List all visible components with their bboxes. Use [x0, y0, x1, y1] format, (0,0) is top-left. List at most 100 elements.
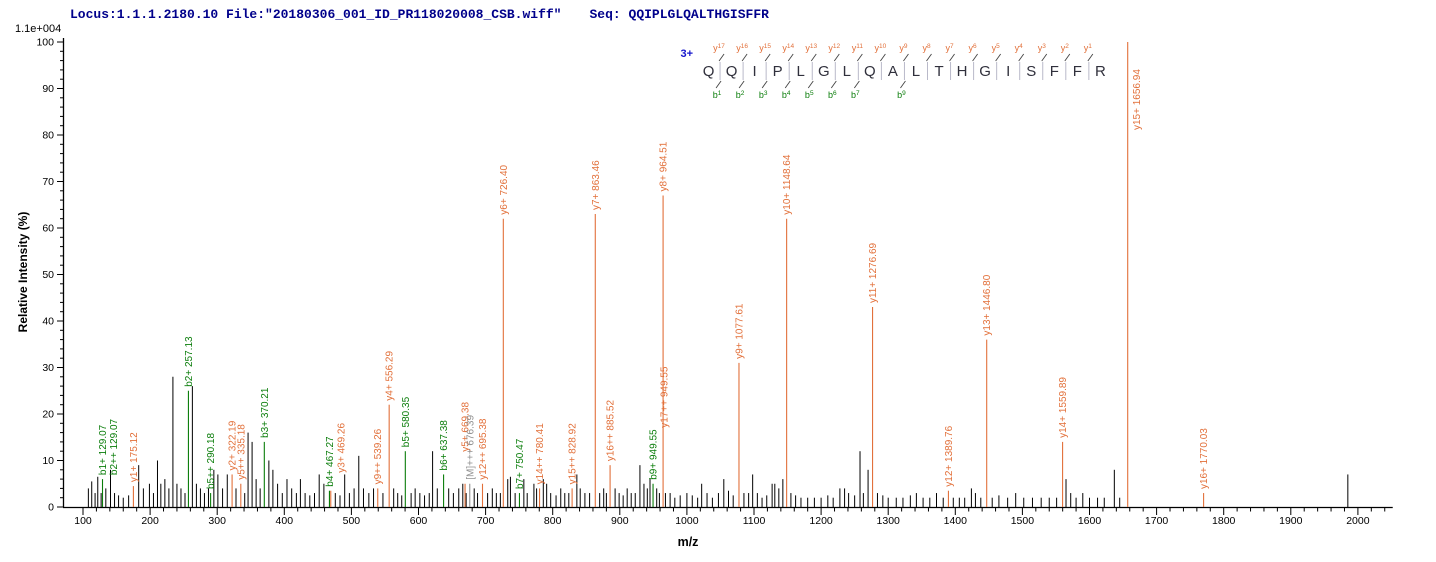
peak-label: y9++ 539.26: [373, 428, 384, 484]
y-axis-tick-label: 70: [42, 176, 54, 188]
locus-file-text: Locus:1.1.1.2180.10 File:"20180306_001_I…: [70, 7, 562, 22]
peak-label: y4+ 556.29: [385, 350, 396, 400]
y-axis-title: Relative Intensity (%): [16, 212, 30, 333]
peak-label: b1+ 129.07: [98, 424, 109, 475]
peak-label: [M]+++ 676.39: [465, 415, 476, 480]
peak-label: y3+ 469.26: [336, 423, 347, 473]
x-axis-tick-label: 1700: [1145, 515, 1169, 527]
ladder-b-ion-label: b9: [897, 90, 906, 100]
y-cleavage-mark: [856, 53, 863, 62]
seq-label: Seq:: [589, 7, 621, 22]
y-axis-tick-label: 20: [42, 409, 54, 421]
ladder-y-ion-label: y10: [875, 43, 887, 53]
ladder-y-ion-label: y1: [1084, 43, 1093, 53]
ladder-residue: L: [843, 63, 851, 80]
intensity-scale-note: 1.1e+004: [15, 23, 62, 35]
ladder-y-ion-label: y11: [852, 43, 864, 53]
y-cleavage-mark: [764, 53, 771, 62]
ladder-residue: P: [773, 63, 783, 80]
x-axis-tick-label: 1400: [944, 515, 968, 527]
ladder-residue: H: [957, 63, 968, 80]
ladder-y-ion-label: y8: [922, 43, 931, 53]
seq-value: QQIPLGLQALTHGISFFR: [628, 7, 769, 22]
x-axis-tick-label: 300: [208, 515, 226, 527]
y-cleavage-mark: [995, 53, 1002, 62]
peak-label: y8+ 964.51: [659, 141, 670, 191]
peak-label: b9+ 949.55: [649, 429, 660, 480]
ladder-residue: F: [1050, 63, 1059, 80]
x-axis-tick-label: 800: [544, 515, 562, 527]
ladder-y-ion-label: y6: [969, 43, 978, 53]
peak-label: b3+ 370.21: [260, 387, 271, 438]
peak-label: y14++ 780.41: [535, 423, 546, 485]
peak-label: y12++ 695.38: [478, 418, 489, 480]
y-axis-tick-label: 50: [42, 269, 54, 281]
y-axis-tick-label: 30: [42, 362, 54, 374]
b-cleavage-mark: [807, 80, 814, 89]
ladder-residue: Q: [864, 63, 876, 80]
b-cleavage-mark: [900, 80, 906, 89]
x-axis-tick-label: 900: [611, 515, 629, 527]
ladder-residue: T: [934, 63, 943, 80]
ladder-residue: I: [753, 63, 757, 80]
x-axis-tick-label: 1100: [743, 515, 766, 527]
ladder-y-ion-label: y7: [945, 43, 954, 53]
peak-label: y10+ 1148.64: [782, 154, 793, 215]
ladder-residue: G: [818, 63, 830, 80]
ladder-b-ion-label: b7: [851, 90, 860, 100]
x-axis-tick-label: 1600: [1078, 515, 1102, 527]
y-cleavage-mark: [972, 53, 978, 62]
peak-label: y5+ 669.38: [461, 402, 472, 452]
ladder-y-ion-label: y12: [828, 43, 840, 53]
peak-label: b6+ 637.38: [439, 420, 450, 471]
ladder-b-ion-label: b2: [736, 90, 745, 100]
x-axis-tick-label: 700: [477, 515, 495, 527]
y-cleavage-mark: [949, 53, 955, 62]
y-cleavage-mark: [1041, 53, 1048, 62]
ladder-y-ion-label: y4: [1015, 43, 1024, 53]
peak-label: y1+ 175.12: [129, 432, 140, 482]
y-axis-tick-label: 60: [42, 223, 54, 235]
ladder-y-ion-label: y15: [759, 43, 771, 53]
ladder-residue: F: [1073, 63, 1082, 80]
y-cleavage-mark: [1064, 53, 1071, 62]
y-cleavage-mark: [833, 53, 840, 62]
b-cleavage-mark: [738, 80, 745, 89]
y-axis-tick-label: 10: [42, 455, 54, 467]
ladder-b-ion-label: b3: [759, 90, 768, 100]
peak-label: b4+ 467.27: [325, 436, 336, 487]
x-axis-tick-label: 100: [74, 515, 92, 527]
peak-label: y2+ 322.19: [228, 420, 239, 470]
y-axis-tick-label: 90: [42, 83, 54, 95]
peak-label: y14+ 1559.89: [1058, 377, 1069, 438]
ladder-y-ion-label: y3: [1038, 43, 1047, 53]
ladder-residue: Q: [703, 63, 715, 80]
peak-label: y16+ 1770.03: [1199, 428, 1210, 489]
ladder-b-ion-label: b6: [828, 90, 837, 100]
x-axis-tick-label: 600: [410, 515, 428, 527]
ladder-residue: A: [888, 63, 898, 80]
peak-label: b5++ 290.18: [206, 432, 217, 489]
y-cleavage-mark: [1087, 53, 1094, 62]
ladder-b-ion-label: b1: [713, 90, 722, 100]
b-cleavage-mark: [830, 80, 837, 89]
x-axis-tick-label: 2000: [1346, 515, 1370, 527]
y-axis-tick-label: 0: [48, 502, 54, 514]
b-cleavage-mark: [715, 80, 722, 89]
y-cleavage-mark: [787, 53, 794, 62]
ladder-y-ion-label: y2: [1061, 43, 1070, 53]
ladder-y-ion-label: y5: [992, 43, 1001, 53]
x-axis-title: m/z: [678, 535, 699, 549]
ladder-y-ion-label: y13: [805, 43, 817, 53]
x-axis-tick-label: 1200: [809, 515, 833, 527]
x-axis-tick-label: 1900: [1279, 515, 1303, 527]
peak-label: b5+ 580.35: [401, 396, 412, 447]
y-cleavage-mark: [741, 53, 748, 62]
peak-label: y6+ 726.40: [499, 164, 510, 214]
y-axis-tick-label: 40: [42, 316, 54, 328]
ladder-residue: S: [1026, 63, 1036, 80]
y-axis-tick-label: 80: [42, 130, 54, 142]
ladder-residue: R: [1095, 63, 1106, 80]
